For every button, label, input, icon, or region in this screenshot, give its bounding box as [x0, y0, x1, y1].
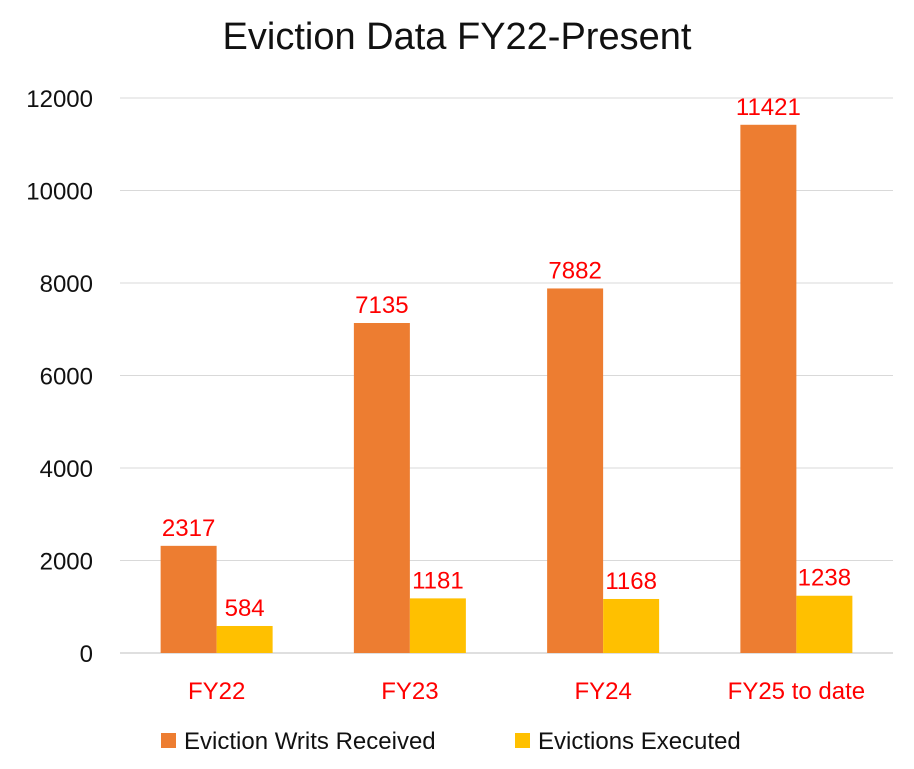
legend-swatch: [161, 733, 176, 748]
data-label: 1238: [798, 565, 851, 592]
bar: [740, 124, 797, 653]
data-label: 11421: [736, 94, 801, 121]
legend-label: Eviction Writs Received: [184, 728, 436, 755]
chart-title: Eviction Data FY22-Present: [222, 16, 692, 58]
bar: [216, 625, 273, 653]
bar: [353, 323, 410, 653]
data-label: 2317: [162, 515, 215, 542]
legend-label: Evictions Executed: [538, 728, 741, 755]
data-label: 1168: [605, 568, 657, 595]
bar: [796, 595, 853, 653]
data-label: 7882: [548, 257, 601, 284]
legend-swatch: [515, 733, 530, 748]
y-tick-label: 8000: [40, 271, 93, 298]
y-tick-label: 12000: [26, 86, 93, 113]
bar: [603, 598, 660, 653]
data-label: 7135: [355, 292, 408, 319]
x-category-label: FY22: [188, 678, 245, 705]
bars: [160, 124, 853, 653]
x-category-label: FY23: [381, 678, 438, 705]
bar: [547, 288, 604, 653]
x-axis-categories: FY22 FY23 FY24 FY25 to date: [188, 678, 865, 705]
data-label: 1181: [412, 567, 464, 594]
y-tick-label: 0: [80, 641, 93, 668]
bar: [409, 598, 466, 653]
x-category-label: FY25 to date: [728, 678, 865, 705]
bar: [160, 545, 217, 653]
x-category-label: FY24: [574, 678, 631, 705]
y-tick-label: 10000: [26, 179, 93, 206]
y-tick-label: 2000: [40, 549, 93, 576]
legend: Eviction Writs Received Evictions Execute…: [161, 728, 741, 755]
data-label: 584: [225, 595, 265, 622]
y-axis-ticks: 0 2000 4000 6000 8000 10000 12000: [26, 86, 93, 668]
y-tick-label: 6000: [40, 364, 93, 391]
data-labels: 2317 584 7135 1181 7882 1168 11421 1238: [162, 94, 851, 622]
y-tick-label: 4000: [40, 456, 93, 483]
